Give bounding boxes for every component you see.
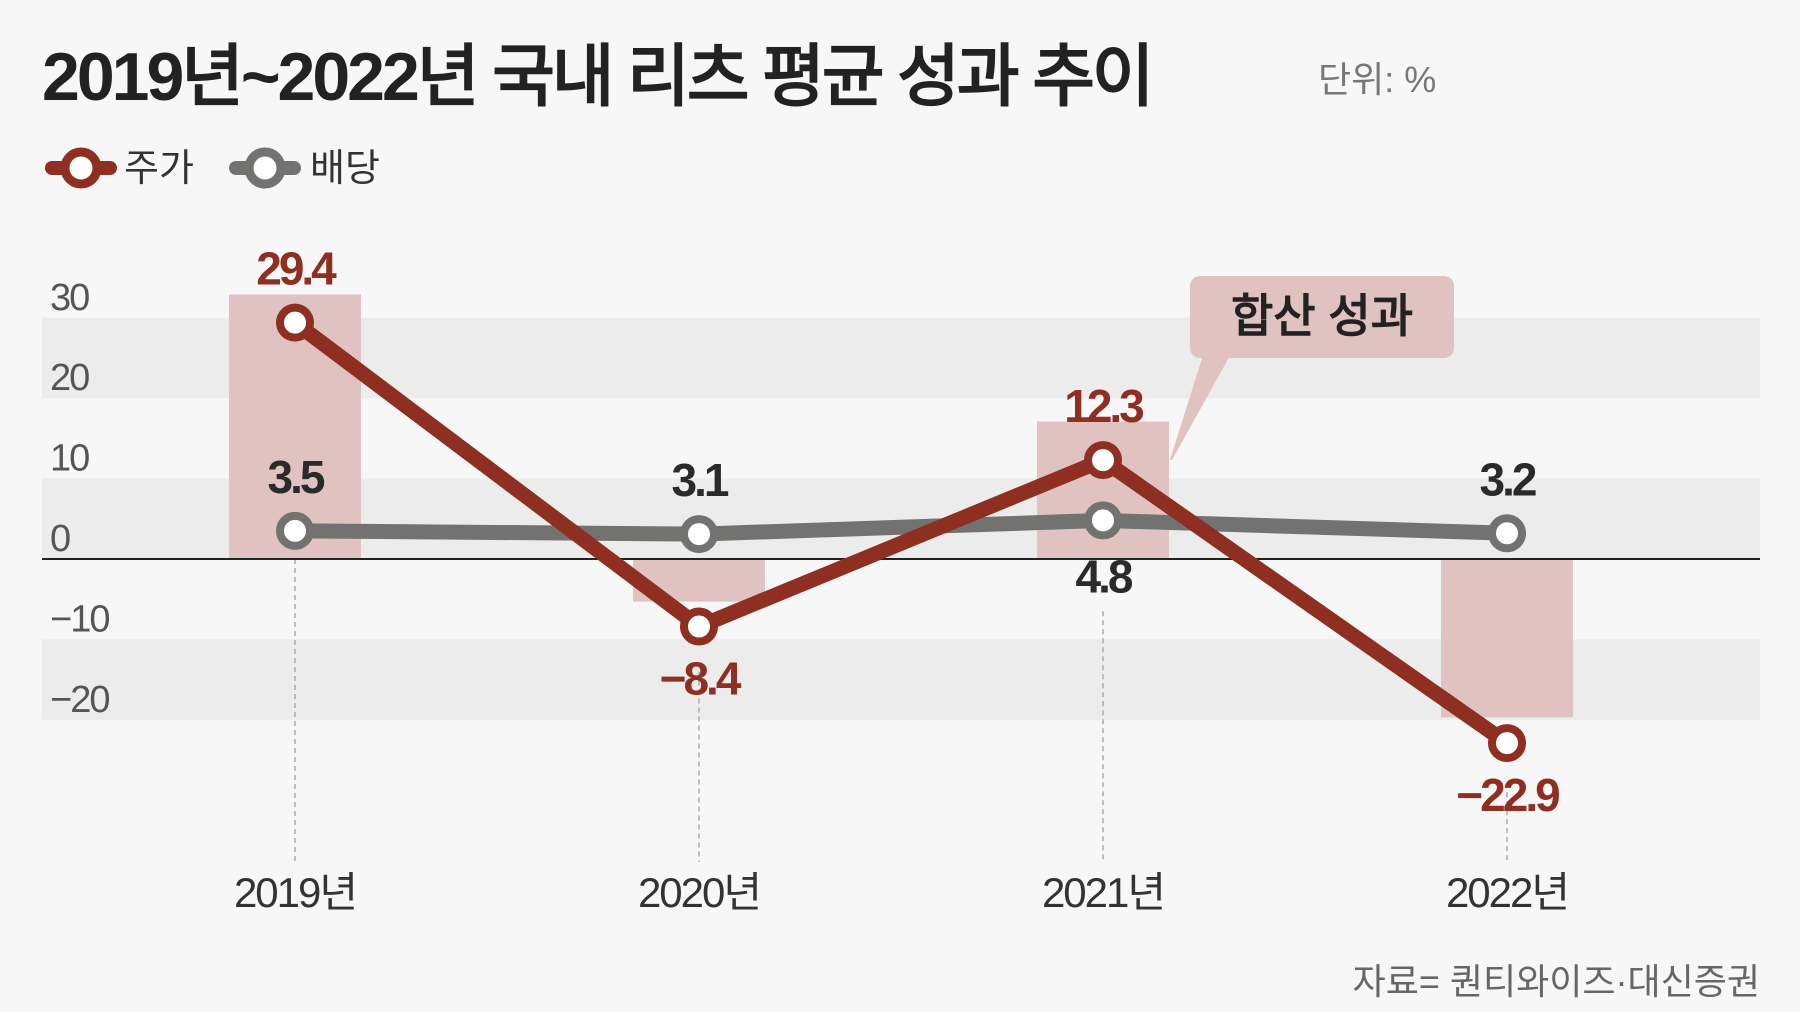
data-point-stock [1488, 724, 1526, 763]
x-tick-label: 2022년 [1446, 869, 1568, 916]
series-line-dividend [294, 512, 1508, 542]
legend-label-dividend: 배당 [310, 148, 380, 190]
data-label-stock: −8.4 [660, 653, 742, 705]
data-label-stock: −22.9 [1456, 769, 1559, 821]
data-label-dividend: 3.2 [1480, 453, 1536, 505]
data-point-dividend [276, 511, 314, 550]
data-label-dividend: 4.8 [1076, 550, 1133, 602]
unit-label: 단위: % [1318, 59, 1436, 100]
legend: 주가 배당 [45, 147, 380, 190]
data-label-dividend: 3.5 [268, 451, 325, 503]
data-point-dividend [680, 515, 718, 554]
y-tick-label: −20 [50, 679, 109, 721]
data-label-dividend: 3.1 [672, 454, 729, 506]
data-point-stock [1084, 441, 1122, 480]
legend-marker-stock-icon [45, 147, 117, 189]
callout-box [1190, 276, 1454, 358]
y-tick-label: 30 [50, 277, 89, 319]
y-tick-label: 0 [50, 518, 70, 560]
data-point-stock [680, 607, 718, 646]
series-line-stock [290, 316, 1512, 750]
data-label-stock: 29.4 [256, 243, 337, 295]
data-point-dividend [1488, 514, 1526, 553]
y-tick-label: 10 [50, 438, 89, 480]
x-tick-label: 2020년 [638, 869, 760, 916]
callout-pointer [1170, 352, 1232, 460]
data-label-stock: 12.3 [1064, 380, 1143, 432]
combined-bar-2022년 [1441, 559, 1573, 718]
data-point-stock [276, 303, 314, 342]
x-tick-label: 2019년 [234, 869, 356, 916]
callout-label: 합산 성과 [1231, 290, 1413, 342]
y-tick-label: 20 [50, 357, 89, 399]
callout: 합산 성과 [1170, 276, 1454, 460]
x-tick-label: 2021년 [1042, 869, 1164, 916]
data-point-dividend [1084, 501, 1122, 540]
chart-title: 2019년~2022년 국내 리츠 평균 성과 추이 [42, 39, 1151, 115]
legend-marker-dividend-icon [229, 147, 301, 189]
legend-label-stock: 주가 [124, 148, 194, 190]
y-tick-label: −10 [50, 598, 109, 640]
source-note: 자료= 퀀티와이즈·대신증권 [1353, 961, 1760, 1002]
